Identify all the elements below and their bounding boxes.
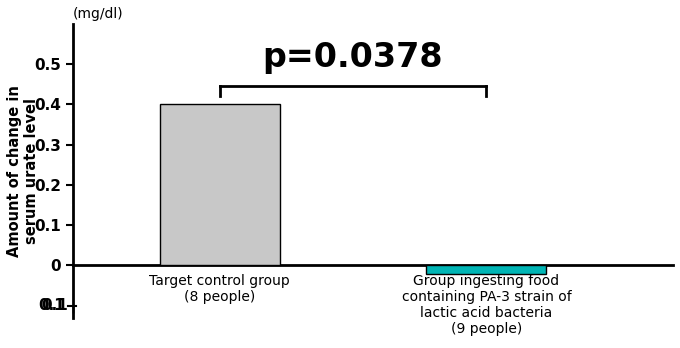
Text: p=0.0378: p=0.0378: [262, 41, 443, 74]
Y-axis label: Amount of change in
serum urate level: Amount of change in serum urate level: [7, 85, 39, 257]
Text: (mg/dl): (mg/dl): [73, 7, 124, 21]
Bar: [426, 266, 547, 274]
Text: 0.1: 0.1: [38, 298, 65, 313]
Text: 0.1: 0.1: [41, 298, 68, 313]
Bar: [160, 104, 279, 266]
